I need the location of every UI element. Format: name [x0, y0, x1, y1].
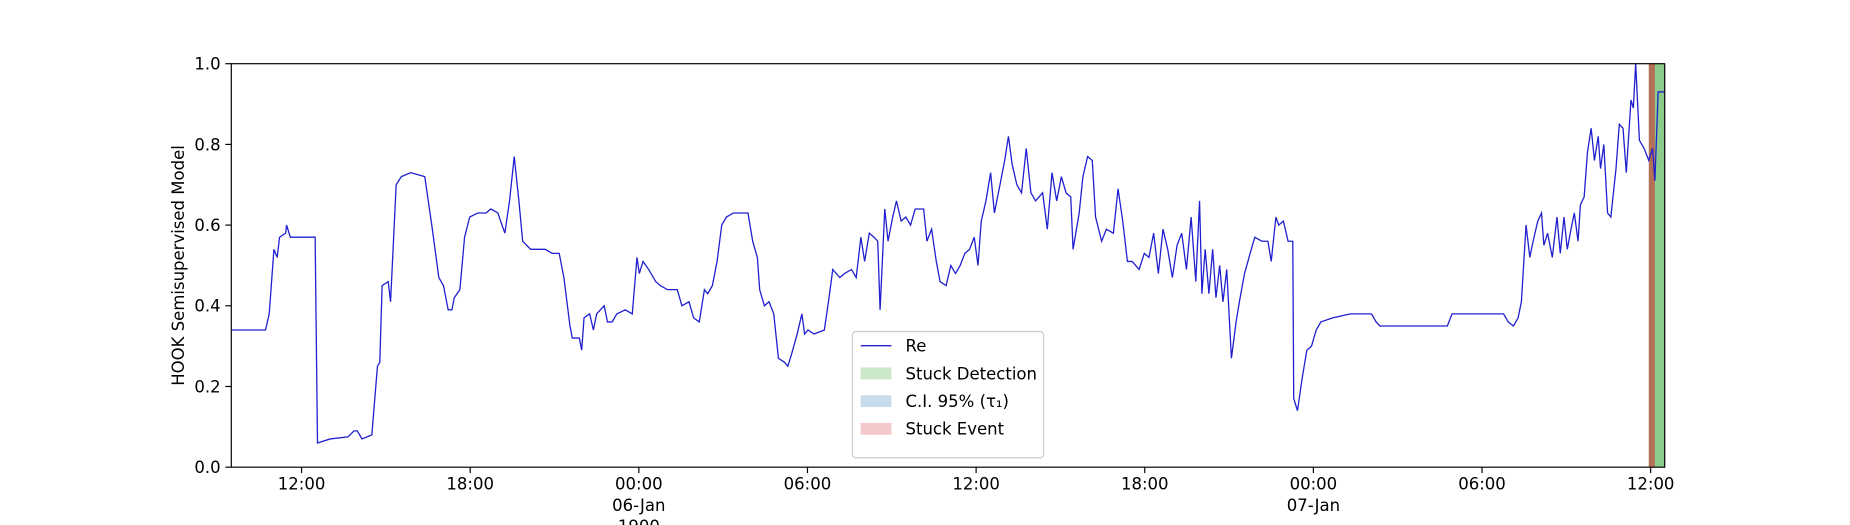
y-axis-label: HOOK Semisupervised Model: [169, 145, 188, 386]
legend-label: Stuck Detection: [906, 364, 1037, 383]
x-tick-label: 12:00: [1627, 475, 1675, 494]
legend-swatch: [860, 395, 892, 408]
span: [1648, 63, 1655, 468]
x-tick-label: 18:00: [1121, 475, 1169, 494]
legend-label: Stuck Event: [906, 420, 1005, 439]
plot-frame: [230, 63, 1666, 468]
x-tick-label: 12:00: [278, 475, 326, 494]
x-tick-label: 12:00: [952, 475, 1000, 494]
x-tick-label: 06:00: [784, 475, 832, 494]
x-tick-label: 18:00: [446, 475, 494, 494]
y-tick-label: 0.0: [194, 458, 220, 477]
y-tick-label: 1.0: [194, 55, 220, 74]
legend: Re Stuck Detection C.I. 95% (τ₁) Stuck Even…: [851, 330, 1045, 459]
y-tick-label: 0.6: [194, 216, 220, 235]
y-tick-label: 0.8: [194, 135, 220, 154]
series-line: [231, 63, 1665, 444]
legend-label: C.I. 95% (τ₁): [906, 392, 1009, 411]
legend-swatch: [860, 422, 892, 435]
y-tick-label: 0.4: [194, 297, 220, 316]
legend-label: Re: [906, 337, 927, 356]
y-tick-label: 0.2: [194, 377, 220, 396]
x-tick-label: 06:00: [1458, 475, 1506, 494]
legend-swatch: [860, 367, 892, 380]
legend-box: [851, 330, 1045, 459]
x-tick-label: 00:00 07-Jan: [1287, 475, 1340, 515]
